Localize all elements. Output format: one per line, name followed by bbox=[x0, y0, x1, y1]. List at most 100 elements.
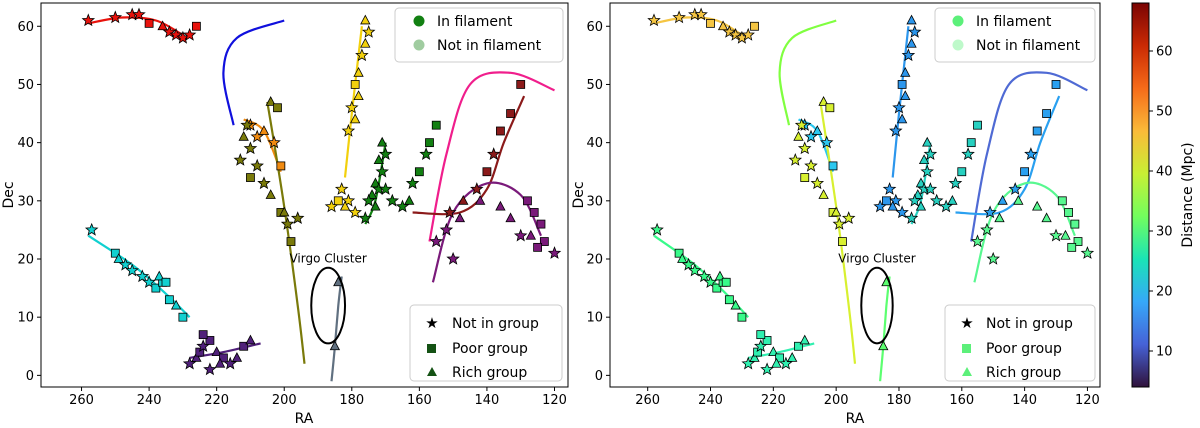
colorbar-gradient bbox=[1131, 2, 1150, 388]
filament-curve-F5 bbox=[343, 26, 363, 178]
point-rich-group bbox=[749, 352, 760, 362]
point-rich-group bbox=[329, 340, 341, 351]
point-rich-group bbox=[793, 130, 804, 141]
y-tick-label: 20 bbox=[17, 253, 34, 268]
virgo-cluster-ellipse bbox=[310, 266, 347, 345]
point-not-in-group bbox=[81, 13, 96, 27]
point-rich-group bbox=[360, 14, 371, 25]
point-rich-group bbox=[157, 20, 168, 31]
point-not-in-group bbox=[348, 205, 362, 219]
point-rich-group bbox=[373, 154, 384, 164]
point-poor-group bbox=[712, 283, 722, 293]
point-poor-group bbox=[286, 237, 296, 246]
point-not-in-group bbox=[280, 216, 295, 230]
point-rich-group bbox=[812, 125, 823, 135]
colorbar-tick-label: 10 bbox=[1156, 345, 1173, 360]
right-panel: Virgo Cluster 260 240 220 200 180 160 140 120 0… bbox=[571, 2, 1101, 427]
point-rich-group bbox=[900, 90, 911, 100]
legend-in-filament-label: In filament bbox=[976, 14, 1052, 30]
point-poor-group bbox=[151, 283, 161, 293]
point-not-in-group bbox=[361, 193, 376, 207]
point-not-in-group bbox=[162, 25, 177, 38]
point-rich-group bbox=[771, 357, 782, 368]
point-poor-group bbox=[431, 120, 441, 130]
point-not-in-group bbox=[345, 100, 359, 114]
point-not-in-group bbox=[970, 234, 985, 248]
y-tick-label: 0 bbox=[595, 369, 603, 384]
point-not-in-group bbox=[923, 182, 938, 195]
point-not-in-group bbox=[986, 251, 1000, 265]
point-rich-group bbox=[896, 113, 908, 124]
point-not-in-group bbox=[650, 222, 664, 236]
point-not-in-group bbox=[948, 176, 963, 190]
point-rich-group bbox=[154, 270, 165, 281]
point-not-in-group bbox=[797, 141, 812, 155]
point-not-in-group bbox=[257, 176, 271, 190]
point-not-in-group bbox=[920, 164, 934, 178]
point-rich-group bbox=[191, 352, 202, 362]
point-rich-group bbox=[906, 37, 917, 48]
right-x-axis-label: RA bbox=[846, 411, 865, 427]
point-rich-group bbox=[830, 206, 842, 217]
x-tick-label: 120 bbox=[1075, 393, 1100, 408]
point-rich-group bbox=[918, 154, 930, 164]
point-not-in-group bbox=[1049, 228, 1063, 242]
point-not-in-group bbox=[901, 48, 916, 62]
point-poor-group bbox=[533, 242, 542, 252]
legend-rich-group-marker bbox=[427, 367, 437, 376]
point-poor-group bbox=[1057, 196, 1067, 206]
point-not-in-group bbox=[983, 205, 997, 219]
x-tick-label: 120 bbox=[542, 393, 567, 408]
point-poor-group bbox=[882, 196, 891, 206]
point-not-in-group bbox=[240, 118, 254, 131]
point-rich-group bbox=[279, 206, 290, 217]
point-not-in-group bbox=[722, 25, 737, 38]
point-rich-group bbox=[768, 346, 779, 356]
y-tick-label: 10 bbox=[17, 311, 34, 326]
point-poor-group bbox=[195, 347, 205, 357]
point-rich-group bbox=[265, 96, 276, 106]
legend-not-in-filament-label: Not in filament bbox=[437, 38, 542, 54]
point-poor-group bbox=[1020, 167, 1030, 177]
x-tick-label: 160 bbox=[949, 393, 974, 408]
point-rich-group bbox=[1013, 194, 1024, 205]
point-poor-group bbox=[1067, 242, 1077, 252]
point-poor-group bbox=[973, 120, 982, 130]
point-rich-group bbox=[245, 334, 256, 345]
point-not-in-group bbox=[182, 27, 197, 41]
point-poor-group bbox=[178, 312, 188, 322]
x-tick-label: 180 bbox=[339, 393, 364, 408]
filament-curve-F12 bbox=[879, 276, 891, 382]
point-poor-group bbox=[516, 80, 526, 89]
x-tick-label: 260 bbox=[635, 393, 660, 408]
point-not-in-group bbox=[873, 199, 887, 213]
point-rich-group bbox=[878, 340, 889, 351]
right-legend-group: ★ Not in group Poor group Rich group bbox=[944, 304, 1096, 382]
point-not-in-group bbox=[760, 362, 774, 376]
y-tick-label: 10 bbox=[586, 311, 603, 326]
point-not-in-group bbox=[233, 152, 248, 166]
point-rich-group bbox=[525, 229, 537, 240]
point-poor-group bbox=[1032, 126, 1042, 136]
colorbar-tick-label: 30 bbox=[1156, 225, 1173, 240]
legend-poor-group-label: Poor group bbox=[986, 341, 1062, 357]
point-poor-group bbox=[724, 295, 734, 305]
point-not-in-group bbox=[688, 263, 702, 277]
point-rich-group bbox=[922, 136, 933, 147]
point-poor-group bbox=[825, 103, 835, 113]
point-not-in-group bbox=[1008, 182, 1022, 195]
point-poor-group bbox=[794, 341, 803, 351]
filament-curve-F2 bbox=[222, 19, 285, 126]
point-poor-group bbox=[198, 330, 208, 340]
right-virgo-cluster: Virgo Cluster bbox=[838, 252, 916, 345]
point-rich-group bbox=[265, 189, 276, 199]
point-not-in-group bbox=[892, 100, 906, 114]
point-rich-group bbox=[818, 96, 829, 106]
point-poor-group bbox=[1064, 208, 1073, 217]
y-tick-label: 30 bbox=[586, 194, 603, 209]
point-not-in-group bbox=[681, 257, 696, 271]
legend-not-in-filament-label: Not in filament bbox=[976, 38, 1081, 54]
x-tick-label: 140 bbox=[475, 393, 500, 408]
point-rich-group bbox=[495, 200, 506, 211]
colorbar-tick-label: 20 bbox=[1156, 285, 1173, 300]
